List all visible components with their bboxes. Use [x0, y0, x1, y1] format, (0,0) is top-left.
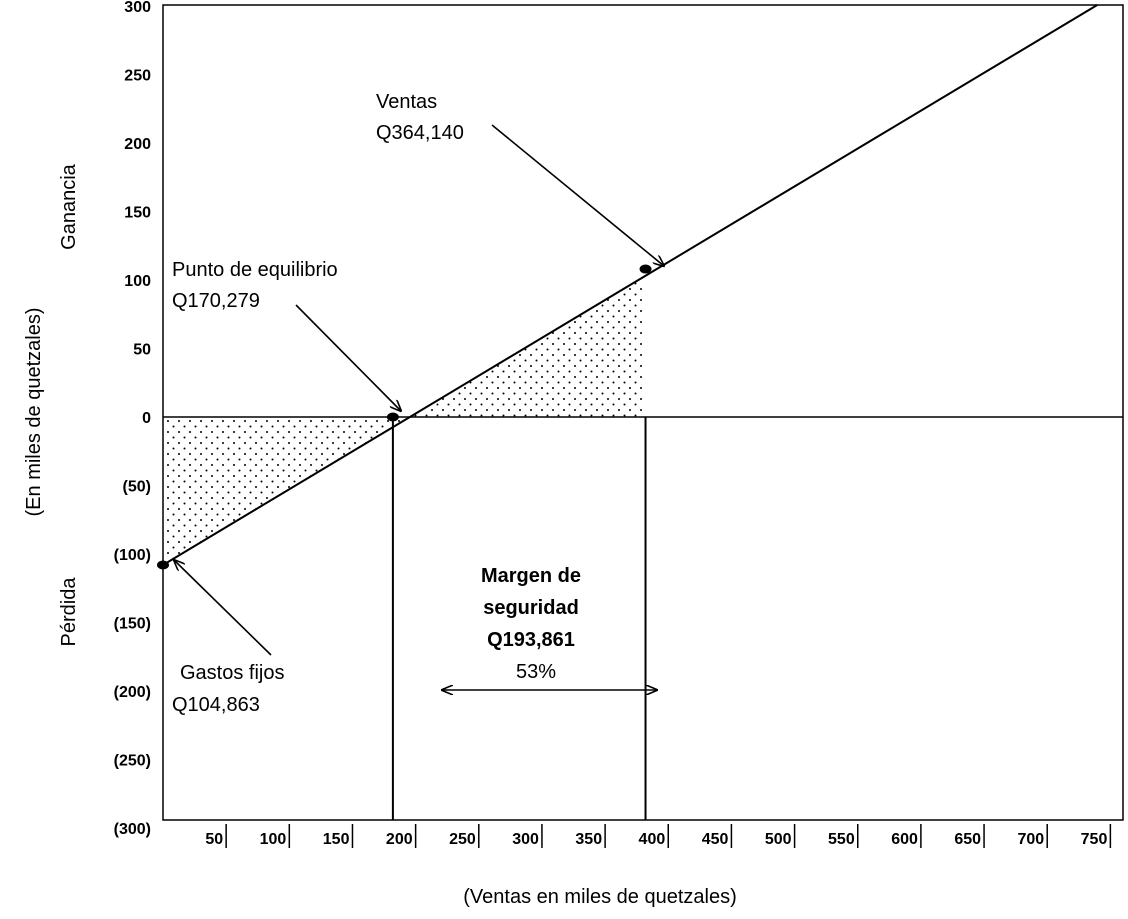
y-axis-title: (En miles de quetzales): [23, 308, 45, 517]
y-tick-label: (300): [114, 821, 151, 838]
sales-line: [162, 4, 1098, 566]
y-region-label-ganancia: Ganancia: [58, 163, 80, 249]
x-tick-label: 150: [323, 831, 350, 848]
shaded-region-loss: [163, 417, 393, 565]
x-axis-title: (Ventas en miles de quetzales): [463, 886, 737, 908]
annotation-gastos-value: Q104,863: [172, 694, 260, 716]
point-2: [386, 412, 399, 422]
y-tick-label: (200): [114, 684, 151, 701]
chart-lines: [162, 4, 1123, 820]
arrow-equilibrio: [295, 304, 401, 411]
point-1: [157, 560, 169, 570]
annotation-ventas-title: Ventas: [376, 91, 437, 113]
chart-points: [157, 264, 652, 570]
annotation-gastos-title: Gastos fijos: [180, 662, 284, 684]
x-tick-label: 650: [954, 831, 981, 848]
annotation-margen-value: Q193,861: [487, 629, 575, 651]
y-axis-ticks: 300 250 200 150 100 50 0 (50) (100) (150) (200) (25…: [114, 0, 151, 838]
point-3: [639, 264, 652, 274]
x-tick-label: 400: [639, 831, 666, 848]
arrow-gastos: [174, 560, 272, 656]
x-tick-label: 100: [260, 831, 287, 848]
plot-frame: [162, 4, 1124, 821]
x-tick-label: 450: [702, 831, 729, 848]
x-tick-label: 750: [1081, 831, 1108, 848]
x-tick-label: 600: [891, 831, 918, 848]
annotation-margen-line2: seguridad: [483, 597, 579, 619]
y-tick-label: 300: [124, 0, 151, 16]
x-axis-ticks: 50 100 150 200 250 300 350 400 450 500 550 600 650 70…: [205, 824, 1112, 848]
annotation-ventas-value: Q364,140: [376, 122, 464, 144]
x-tick-label: 350: [575, 831, 602, 848]
y-tick-label: (150): [114, 616, 151, 633]
y-tick-label: 200: [124, 136, 151, 153]
y-tick-label: (250): [114, 753, 151, 770]
annotation-margen-percent: 53%: [516, 661, 556, 683]
x-tick-label: 50: [205, 831, 223, 848]
y-region-label-perdida: Pérdida: [58, 577, 80, 647]
x-tick-label: 500: [765, 831, 792, 848]
x-tick-label: 300: [512, 831, 539, 848]
y-tick-label: (50): [123, 479, 151, 496]
annotation-equilibrio-title: Punto de equilibrio: [172, 259, 338, 281]
y-tick-label: 100: [124, 273, 151, 290]
y-tick-label: 0: [142, 410, 151, 427]
y-tick-label: 50: [133, 342, 151, 359]
x-tick-label: 550: [828, 831, 855, 848]
y-tick-label: (100): [114, 547, 151, 564]
arrow-ventas: [491, 124, 664, 266]
y-tick-label: 150: [124, 205, 151, 222]
annotation-margen-line1: Margen de: [481, 565, 581, 587]
x-tick-label: 200: [386, 831, 413, 848]
annotation-equilibrio-value: Q170,279: [172, 290, 260, 312]
x-tick-label: 250: [449, 831, 476, 848]
y-tick-label: 250: [124, 68, 151, 85]
x-tick-label: 700: [1018, 831, 1045, 848]
